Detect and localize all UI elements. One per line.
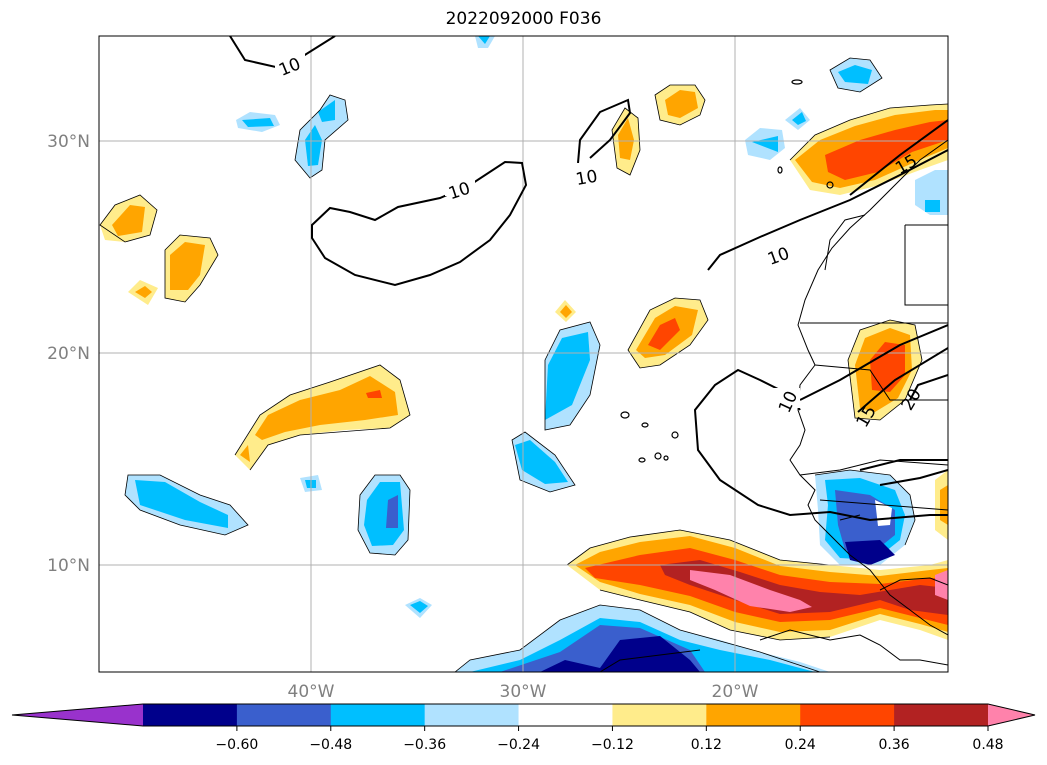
islands [620,79,834,463]
colorbar-segment [800,704,895,726]
colorbar-segment [424,704,520,726]
colorbar-segment [612,704,707,726]
colorbar-tick-label: 0.24 [785,737,816,753]
lat-label-20n: 20°N [47,344,90,364]
coastlines [599,139,948,672]
lat-label-10n: 10°N [47,556,90,576]
colorbar-tick-label: 0.36 [879,737,910,753]
lat-label-30n: 30°N [47,132,90,152]
colorbar: −0.60 −0.48 −0.36 −0.24 −0.12 0.12 0.24 0.36 0.4… [11,703,1036,753]
colorbar-segment [330,704,426,726]
lon-label-40w: 40°W [288,682,335,702]
shaded-anomaly-fields [99,36,948,672]
colorbar-tick-label: 0.12 [691,737,722,753]
colorbar-tick-label: −0.48 [309,737,352,753]
contour-label: 10 [574,167,599,190]
gridlines [99,36,948,672]
plot-frame [98,35,949,673]
colorbar-extend-low [12,704,143,726]
colorbar-segment [236,704,332,726]
south-max-positive-core [690,570,812,612]
colorbar-extend-high [988,704,1035,726]
colorbar-segment [706,704,801,726]
colorbar-tick-label: −0.24 [497,737,540,753]
colorbar-tick-label: 0.48 [972,737,1003,753]
colorbar-tick-label: −0.12 [591,737,634,753]
colorbar-segment [894,704,989,726]
colorbar-segment [143,704,238,726]
map-title: 2022092000 F036 [445,9,602,29]
colorbar-tick-label: −0.36 [403,737,446,753]
lon-label-20w: 20°W [712,682,759,702]
colorbar-tick-label: −0.60 [215,737,258,753]
colorbar-segment [518,704,613,726]
lon-label-30w: 30°W [500,682,547,702]
colorbar-outline [11,703,1036,727]
